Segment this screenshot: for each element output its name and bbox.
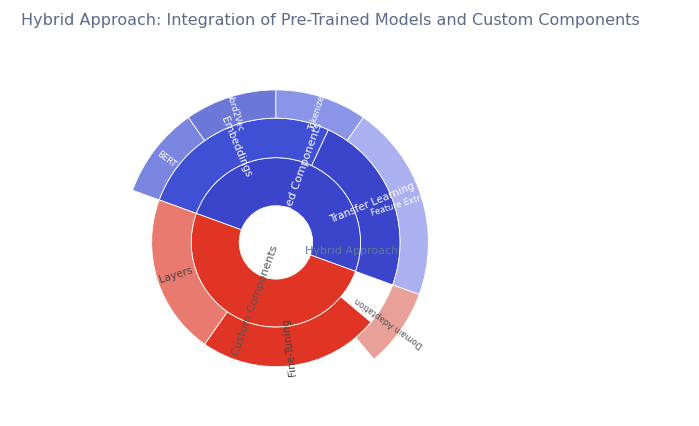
Wedge shape (152, 200, 227, 344)
Wedge shape (133, 118, 205, 200)
Wedge shape (189, 91, 276, 141)
Text: Word2Vec: Word2Vec (224, 90, 245, 132)
Text: Fine-Tuning: Fine-Tuning (281, 317, 298, 375)
Text: Hybrid Approach: Hybrid Approach (305, 245, 398, 255)
Text: Tokenizer: Tokenizer (308, 91, 328, 131)
Text: Pre-Trained Components: Pre-Trained Components (269, 121, 324, 251)
Text: Feature Extraction: Feature Extraction (370, 185, 446, 217)
Wedge shape (196, 158, 361, 272)
Wedge shape (276, 91, 363, 141)
Wedge shape (347, 118, 428, 295)
Wedge shape (312, 130, 400, 285)
Text: Layers: Layers (158, 264, 194, 284)
Wedge shape (159, 119, 329, 214)
Text: Transfer Learning: Transfer Learning (329, 181, 417, 225)
Text: Hybrid Approach: Integration of Pre-Trained Models and Custom Components: Hybrid Approach: Integration of Pre-Trai… (21, 13, 640, 28)
Text: Domain Adaptation: Domain Adaptation (354, 295, 425, 349)
Wedge shape (192, 214, 356, 327)
Text: BERT: BERT (155, 149, 178, 169)
Wedge shape (205, 297, 371, 367)
Wedge shape (356, 285, 419, 360)
Text: Embeddings: Embeddings (219, 115, 253, 178)
Text: Custom Components: Custom Components (231, 243, 280, 356)
